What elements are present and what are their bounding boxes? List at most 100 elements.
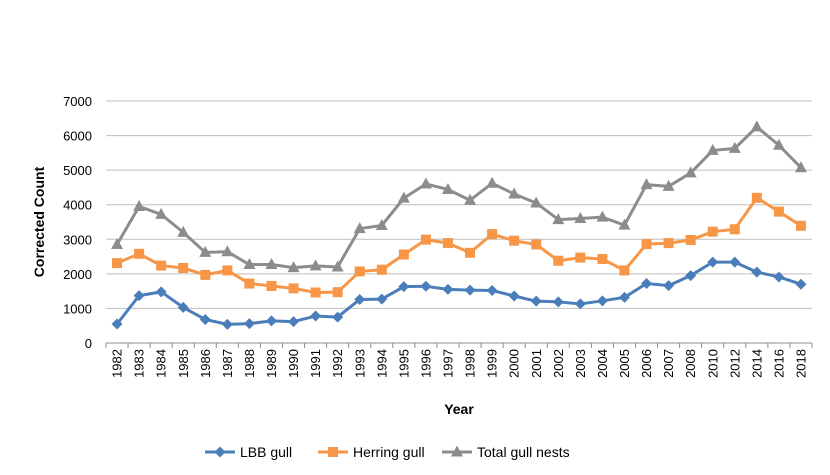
x-tick-label: 2004 (595, 349, 610, 378)
x-tick-label: 1995 (396, 349, 411, 378)
total-gull-nests-point (684, 166, 697, 178)
x-tick-label: 1990 (286, 349, 301, 378)
lbb-gull-point (530, 295, 542, 307)
lbb-gull-point (133, 290, 145, 302)
total-gull-nests-point (794, 161, 807, 173)
legend-marker (214, 446, 226, 458)
herring-gull-point (575, 252, 586, 263)
total-gull-nests-point (265, 258, 278, 270)
x-tick-label: 1998 (463, 349, 478, 378)
total-gull-nests-point (750, 120, 763, 132)
lbb-gull-point (618, 291, 630, 303)
herring-gull-point (641, 239, 652, 250)
total-gull-nests-point (309, 259, 322, 271)
x-tick-label: 1991 (308, 349, 323, 378)
lbb-gull-point (354, 293, 366, 305)
lbb-gull-point (420, 280, 432, 292)
herring-gull-point (288, 283, 299, 294)
herring-gull-point (134, 248, 145, 259)
total-gull-nests-point (419, 177, 432, 189)
herring-gull-point (112, 258, 123, 269)
lbb-gull-point (310, 310, 322, 322)
x-tick-label: 1993 (352, 349, 367, 378)
y-tick-label: 4000 (63, 198, 92, 213)
herring-gull-point (310, 287, 321, 298)
total-gull-nests-point (464, 193, 477, 205)
x-tick-label: 1983 (132, 349, 147, 378)
legend-item-total-gull-nests: Total gull nests (442, 444, 570, 460)
x-axis-ticks: 1982 1983 1984 1985 1986 1987 1988 1989 1990 1991… (105, 343, 813, 378)
herring-gull-point (553, 255, 564, 266)
total-gull-nests-point (618, 218, 631, 230)
y-tick-label: 7000 (63, 94, 92, 109)
total-gull-nests-point (111, 237, 124, 249)
lbb-gull-point (574, 298, 586, 310)
herring-gull-point (707, 226, 718, 237)
herring-gull-point (465, 247, 476, 258)
lbb-gull-point (685, 270, 697, 282)
herring-gull-point (156, 260, 167, 271)
x-tick-label: 1984 (154, 349, 169, 378)
x-tick-label: 1989 (264, 349, 279, 378)
lbb-gull-point (199, 313, 211, 325)
total-gull-nests-point (486, 176, 499, 188)
y-tick-label: 2000 (63, 267, 92, 282)
total-gull-nests-point (177, 225, 190, 237)
total-gull-nests-point (662, 179, 675, 191)
lbb-gull-point (795, 278, 807, 290)
y-tick-label: 5000 (63, 163, 92, 178)
herring-gull-point (354, 266, 365, 277)
herring-gull-point (398, 249, 409, 260)
lbb-gull-point (729, 256, 741, 268)
herring-gull-point (509, 235, 520, 246)
total-gull-nests-point (199, 245, 212, 257)
lbb-gull-point (177, 301, 189, 313)
total-gull-nests-point (706, 143, 719, 155)
legend-marker (451, 445, 463, 457)
y-axis-ticks: 0 1000 2000 3000 4000 5000 6000 7000 (63, 94, 92, 351)
herring-gull-point (244, 278, 255, 289)
herring-gull-line (116, 196, 802, 295)
x-tick-label: 1992 (330, 349, 345, 378)
series-herring-gull (112, 192, 806, 298)
lbb-gull-point (243, 318, 255, 330)
herring-gull-point (773, 206, 784, 217)
lbb-gull-point (155, 286, 167, 298)
x-tick-label: 2012 (727, 349, 742, 378)
herring-gull-point (795, 220, 806, 231)
total-gull-nests-point (441, 183, 454, 195)
lbb-gull-point (508, 290, 520, 302)
legend-label: LBB gull (240, 444, 292, 460)
lbb-gull-point (464, 284, 476, 296)
lbb-gull-point (486, 284, 498, 296)
herring-gull-point (222, 265, 233, 276)
x-tick-label: 2003 (573, 349, 588, 378)
total-gull-nests-point (133, 199, 146, 211)
herring-gull-point (266, 280, 277, 291)
total-gull-nests-point (772, 138, 785, 150)
herring-gull-point (332, 287, 343, 298)
lbb-gull-point (332, 311, 344, 323)
total-gull-nests-point (530, 196, 543, 208)
herring-gull-point (487, 229, 498, 240)
x-tick-label: 1985 (176, 349, 191, 378)
herring-gull-point (751, 192, 762, 203)
total-gull-nests-point (243, 258, 256, 270)
total-gull-nests-point (221, 245, 234, 257)
x-tick-label: 1987 (220, 349, 235, 378)
y-tick-label: 6000 (63, 129, 92, 144)
lbb-gull-point (663, 280, 675, 292)
x-tick-label: 2000 (507, 349, 522, 378)
x-tick-label: 1986 (198, 349, 213, 378)
total-gull-nests-point (375, 218, 388, 230)
lbb-gull-point (265, 315, 277, 327)
herring-gull-point (376, 264, 387, 275)
x-tick-label: 2010 (705, 349, 720, 378)
legend-label: Herring gull (353, 444, 425, 460)
herring-gull-point (619, 265, 630, 276)
lbb-gull-point (751, 266, 763, 278)
herring-gull-point (685, 234, 696, 245)
total-gull-nests-point (353, 222, 366, 234)
x-tick-label: 2016 (771, 349, 786, 378)
